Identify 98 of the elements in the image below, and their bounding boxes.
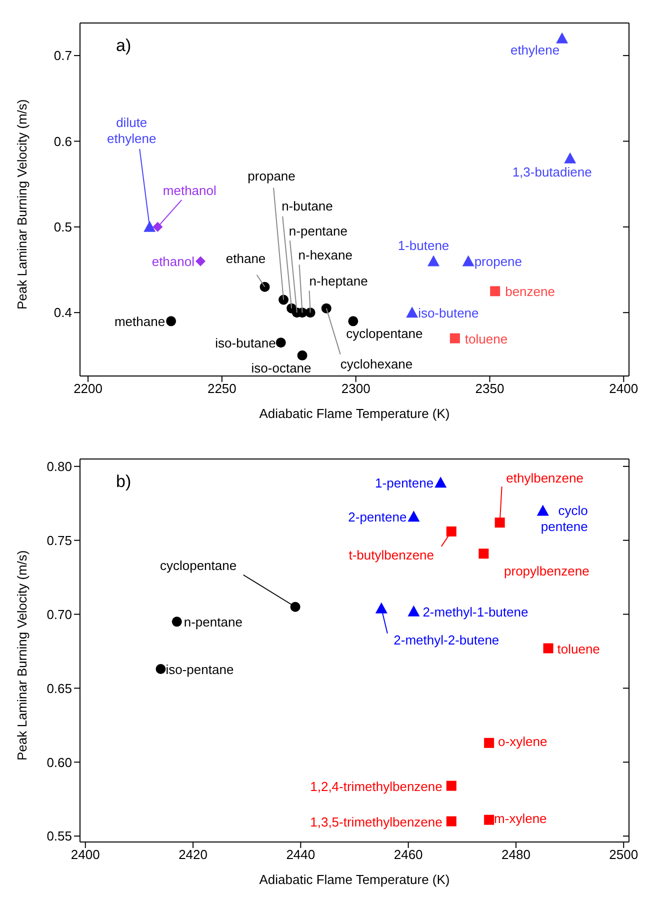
x-tick-label: 2300 bbox=[341, 381, 370, 396]
x-tick-label: 2350 bbox=[475, 381, 504, 396]
annotation: ethanol bbox=[152, 254, 195, 270]
annotation: 1,3-butadiene bbox=[512, 164, 592, 180]
annotation: iso-octane bbox=[251, 360, 312, 376]
annotation: cyclopentane bbox=[160, 558, 237, 573]
point bbox=[321, 303, 332, 314]
point bbox=[144, 220, 156, 232]
annotation: dilute ethylene bbox=[107, 114, 156, 146]
x-tick-label: 2420 bbox=[178, 847, 208, 862]
x-tick-label: 2440 bbox=[286, 847, 316, 862]
point bbox=[305, 308, 316, 318]
point bbox=[172, 616, 182, 627]
point bbox=[434, 476, 447, 488]
annotation: t-butylbenzene bbox=[348, 547, 434, 562]
point bbox=[450, 333, 460, 344]
annotation: iso-butene bbox=[418, 306, 479, 321]
annotation: toluene bbox=[557, 641, 600, 656]
annotation: n-pentane bbox=[288, 224, 348, 239]
x-tick-label: 2480 bbox=[502, 847, 530, 862]
annotation: cyclopentane bbox=[346, 326, 423, 342]
point bbox=[406, 306, 418, 318]
annotation: 1-pentene bbox=[375, 476, 434, 491]
annotation: propylbenzene bbox=[504, 564, 590, 579]
annotation: o-xylene bbox=[498, 734, 548, 749]
y-axis-title: Peak Laminar Burning Velocity (m/s) bbox=[14, 99, 30, 310]
annotation: iso-butane bbox=[215, 336, 276, 351]
y-tick-label: 0.75 bbox=[46, 532, 72, 548]
annotation: toluene bbox=[464, 331, 508, 346]
point bbox=[564, 152, 576, 164]
point bbox=[152, 222, 163, 232]
y-tick-label: 0.80 bbox=[46, 459, 72, 474]
point bbox=[196, 256, 206, 266]
point bbox=[260, 282, 270, 292]
annotation: benzene bbox=[505, 284, 555, 300]
point bbox=[428, 255, 440, 266]
annotation: methane bbox=[114, 314, 166, 330]
x-axis-title: Adiabatic Flame Temperature (K) bbox=[259, 872, 450, 887]
point bbox=[446, 780, 456, 791]
annotation: m-xylene bbox=[494, 810, 547, 826]
annotation: ethylbenzene bbox=[506, 470, 584, 486]
point bbox=[156, 664, 166, 674]
point bbox=[276, 338, 286, 348]
point bbox=[490, 286, 500, 296]
point bbox=[446, 816, 456, 826]
point bbox=[348, 316, 358, 326]
y-tick-label: 0.7 bbox=[54, 48, 72, 64]
point bbox=[484, 814, 494, 825]
annotation: n-hexane bbox=[298, 248, 352, 263]
y-tick-label: 0.60 bbox=[46, 754, 72, 770]
annotation: 1,3,5-trimethylbenzene bbox=[310, 814, 442, 830]
x-tick-label: 2460 bbox=[394, 847, 423, 862]
annotation: 2-methyl-1-butene bbox=[422, 604, 528, 620]
annotation: n-pentane bbox=[184, 614, 242, 630]
annotation: 2-pentene bbox=[348, 510, 407, 525]
point bbox=[297, 350, 308, 360]
point bbox=[484, 738, 494, 748]
annotation: 1,2,4-trimethylbenzene bbox=[310, 778, 442, 794]
annotation: propane bbox=[248, 168, 296, 184]
point bbox=[408, 510, 420, 522]
point bbox=[408, 605, 420, 616]
annotation: iso-pentane bbox=[166, 662, 234, 677]
annotation: methanol bbox=[162, 182, 217, 198]
annotation: ethylene bbox=[510, 42, 560, 58]
annotation: 1-butene bbox=[398, 238, 450, 254]
annotation: propene bbox=[474, 254, 522, 270]
point bbox=[278, 294, 289, 305]
point bbox=[290, 602, 300, 612]
annotation: a) bbox=[116, 36, 132, 55]
point bbox=[462, 255, 474, 266]
y-tick-label: 0.65 bbox=[46, 680, 72, 696]
annotation: 2-methyl-2-butene bbox=[394, 632, 500, 648]
point bbox=[478, 548, 489, 559]
annotation: cyclo pentene bbox=[540, 502, 588, 534]
annotation: b) bbox=[116, 472, 132, 491]
point bbox=[446, 526, 456, 536]
y-tick-label: 0.6 bbox=[54, 134, 72, 149]
annotation: ethane bbox=[226, 250, 266, 266]
y-tick-label: 0.55 bbox=[46, 828, 72, 844]
x-tick-label: 2500 bbox=[609, 847, 638, 862]
x-axis-title: Adiabatic Flame Temperature (K) bbox=[259, 406, 450, 421]
y-axis-title: Peak Laminar Burning Velocity (m/s) bbox=[14, 550, 30, 760]
point bbox=[536, 504, 549, 516]
point bbox=[166, 316, 176, 326]
x-tick-label: 2250 bbox=[207, 381, 236, 396]
x-tick-label: 2400 bbox=[609, 381, 638, 396]
x-tick-label: 2200 bbox=[74, 381, 102, 396]
annotation: n-heptane bbox=[309, 274, 368, 289]
y-tick-label: 0.5 bbox=[54, 220, 72, 235]
y-tick-label: 0.70 bbox=[46, 606, 72, 622]
point bbox=[375, 602, 388, 614]
point bbox=[543, 643, 554, 654]
x-tick-label: 2400 bbox=[70, 847, 100, 862]
point bbox=[556, 32, 568, 44]
y-tick-label: 0.4 bbox=[54, 305, 72, 320]
annotation: cyclohexane bbox=[340, 356, 413, 372]
annotation: n-butane bbox=[282, 198, 333, 214]
point bbox=[494, 518, 505, 528]
